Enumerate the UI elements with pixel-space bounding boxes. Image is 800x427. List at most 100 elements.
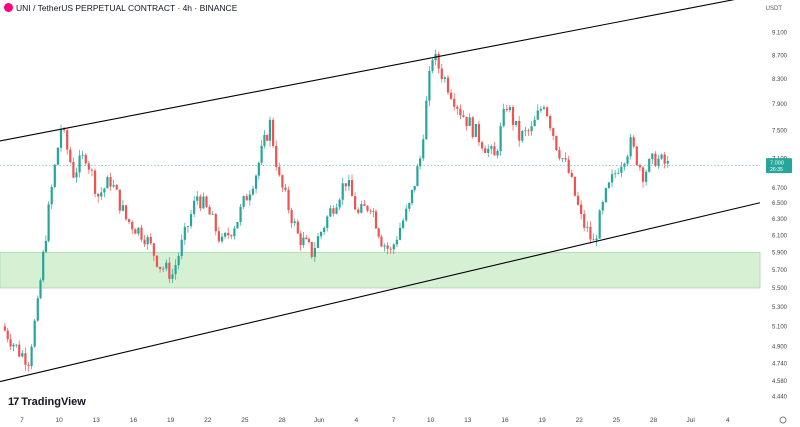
candle-body (196, 196, 199, 201)
candle-body (208, 206, 211, 215)
candle-body (263, 135, 266, 146)
candle-body (518, 120, 521, 141)
candle-body (666, 160, 669, 164)
candle-body (422, 139, 425, 159)
candle-body (583, 213, 586, 228)
time-tick-label: 28 (278, 417, 286, 424)
candle-body (383, 245, 386, 247)
candle-body (137, 227, 140, 234)
candle-body (128, 219, 131, 222)
candle-body (155, 255, 159, 267)
candle-body (217, 231, 220, 242)
candle-body (254, 175, 258, 189)
channel-lines-layer[interactable] (0, 0, 761, 383)
price-tick-label: 6.300 (772, 217, 788, 223)
candle-body (131, 221, 134, 230)
last-price-countdown: 26:35 (770, 167, 783, 173)
candle-body (632, 137, 635, 147)
candle-body (293, 221, 296, 224)
candle-body (443, 77, 446, 79)
channel-lower-line[interactable] (0, 202, 761, 383)
time-tick-label: 4 (726, 417, 730, 424)
symbol-title: UNI / TetherUS PERPETUAL CONTRACT · 4h ·… (16, 3, 238, 13)
price-axis[interactable]: 9.1008.7008.3007.9007.5007.1006.7006.500… (772, 30, 788, 400)
candle-body (539, 108, 542, 111)
candle-body (623, 163, 626, 167)
candle-body (369, 210, 372, 212)
currency-label[interactable]: USDT (765, 6, 782, 12)
candle-body (514, 120, 518, 126)
time-tick-label: 19 (167, 417, 175, 424)
candle-body (134, 229, 137, 234)
time-tick-label: 25 (613, 417, 621, 424)
candle-body (386, 245, 389, 249)
candle-body (350, 180, 354, 197)
channel-upper-line[interactable] (0, 0, 760, 142)
candle-body (372, 211, 375, 212)
candle-body (380, 236, 383, 247)
candle-body (30, 346, 33, 366)
candle-body (78, 155, 81, 173)
candle-body (601, 202, 604, 211)
price-tick-label: 6.100 (772, 233, 788, 239)
candle-body (245, 196, 248, 201)
time-tick-label: 16 (501, 417, 509, 424)
candle-body (12, 344, 15, 347)
gear-icon[interactable] (779, 416, 787, 424)
candle-body (392, 244, 395, 250)
time-tick-label: 28 (650, 417, 658, 424)
candle-body (316, 236, 320, 248)
candle-body (296, 221, 299, 234)
candle-body (323, 227, 326, 232)
candle-body (419, 158, 422, 167)
candle-body (341, 183, 344, 200)
candle-body (607, 182, 611, 189)
candle-body (302, 237, 305, 246)
candle-body (354, 196, 357, 210)
time-tick-label: 22 (204, 417, 212, 424)
candle-body (573, 176, 577, 196)
candle-body (598, 210, 601, 239)
price-tick-label: 4.900 (772, 345, 788, 351)
candle-body (93, 170, 97, 194)
candle-body (360, 204, 363, 213)
candle-body (307, 239, 311, 243)
candle-body (570, 172, 573, 177)
candle-body (468, 117, 471, 126)
candle-body (449, 92, 453, 99)
candle-body (462, 115, 465, 117)
candle-body (651, 153, 654, 159)
time-axis[interactable]: 7 10 13 16 19 22 25 28 Jun 4 7 10 13 16 19 22 25 28 Jul 4 (20, 416, 787, 424)
candle-body (257, 162, 260, 176)
candle-body (106, 177, 109, 189)
candle-body (251, 188, 255, 195)
candle-body (189, 214, 193, 227)
candle-body (490, 146, 493, 149)
time-tick-label: 10 (56, 417, 64, 424)
candle-body (140, 227, 143, 240)
tradingview-logo-icon: 17 (8, 396, 19, 408)
candle-body (654, 153, 657, 167)
candle-body (103, 188, 106, 193)
time-tick-label: 13 (93, 417, 101, 424)
candle-body (564, 158, 567, 160)
candle-body (332, 208, 335, 214)
uni-logo-icon (4, 3, 13, 12)
candle-body (220, 236, 224, 242)
candle-body (555, 135, 558, 151)
candle-body (186, 226, 190, 227)
candle-body (53, 164, 56, 187)
candle-body (502, 108, 505, 127)
candle-body (524, 130, 527, 132)
candle-body (626, 156, 629, 164)
candle-body (366, 205, 369, 211)
candle-body (63, 128, 66, 131)
candle-body (205, 196, 208, 207)
candle-body (589, 226, 592, 240)
symbol-header[interactable]: UNI / TetherUS PERPETUAL CONTRACT · 4h ·… (4, 3, 237, 13)
candle-body (533, 119, 536, 127)
candle-body (395, 239, 399, 245)
